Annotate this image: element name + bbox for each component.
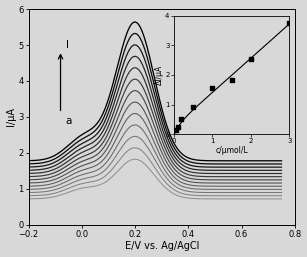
X-axis label: E/V vs. Ag/AgCl: E/V vs. Ag/AgCl [125, 241, 199, 251]
Text: l: l [66, 40, 69, 50]
Y-axis label: I/μA: I/μA [6, 107, 16, 126]
Text: a: a [66, 116, 72, 125]
